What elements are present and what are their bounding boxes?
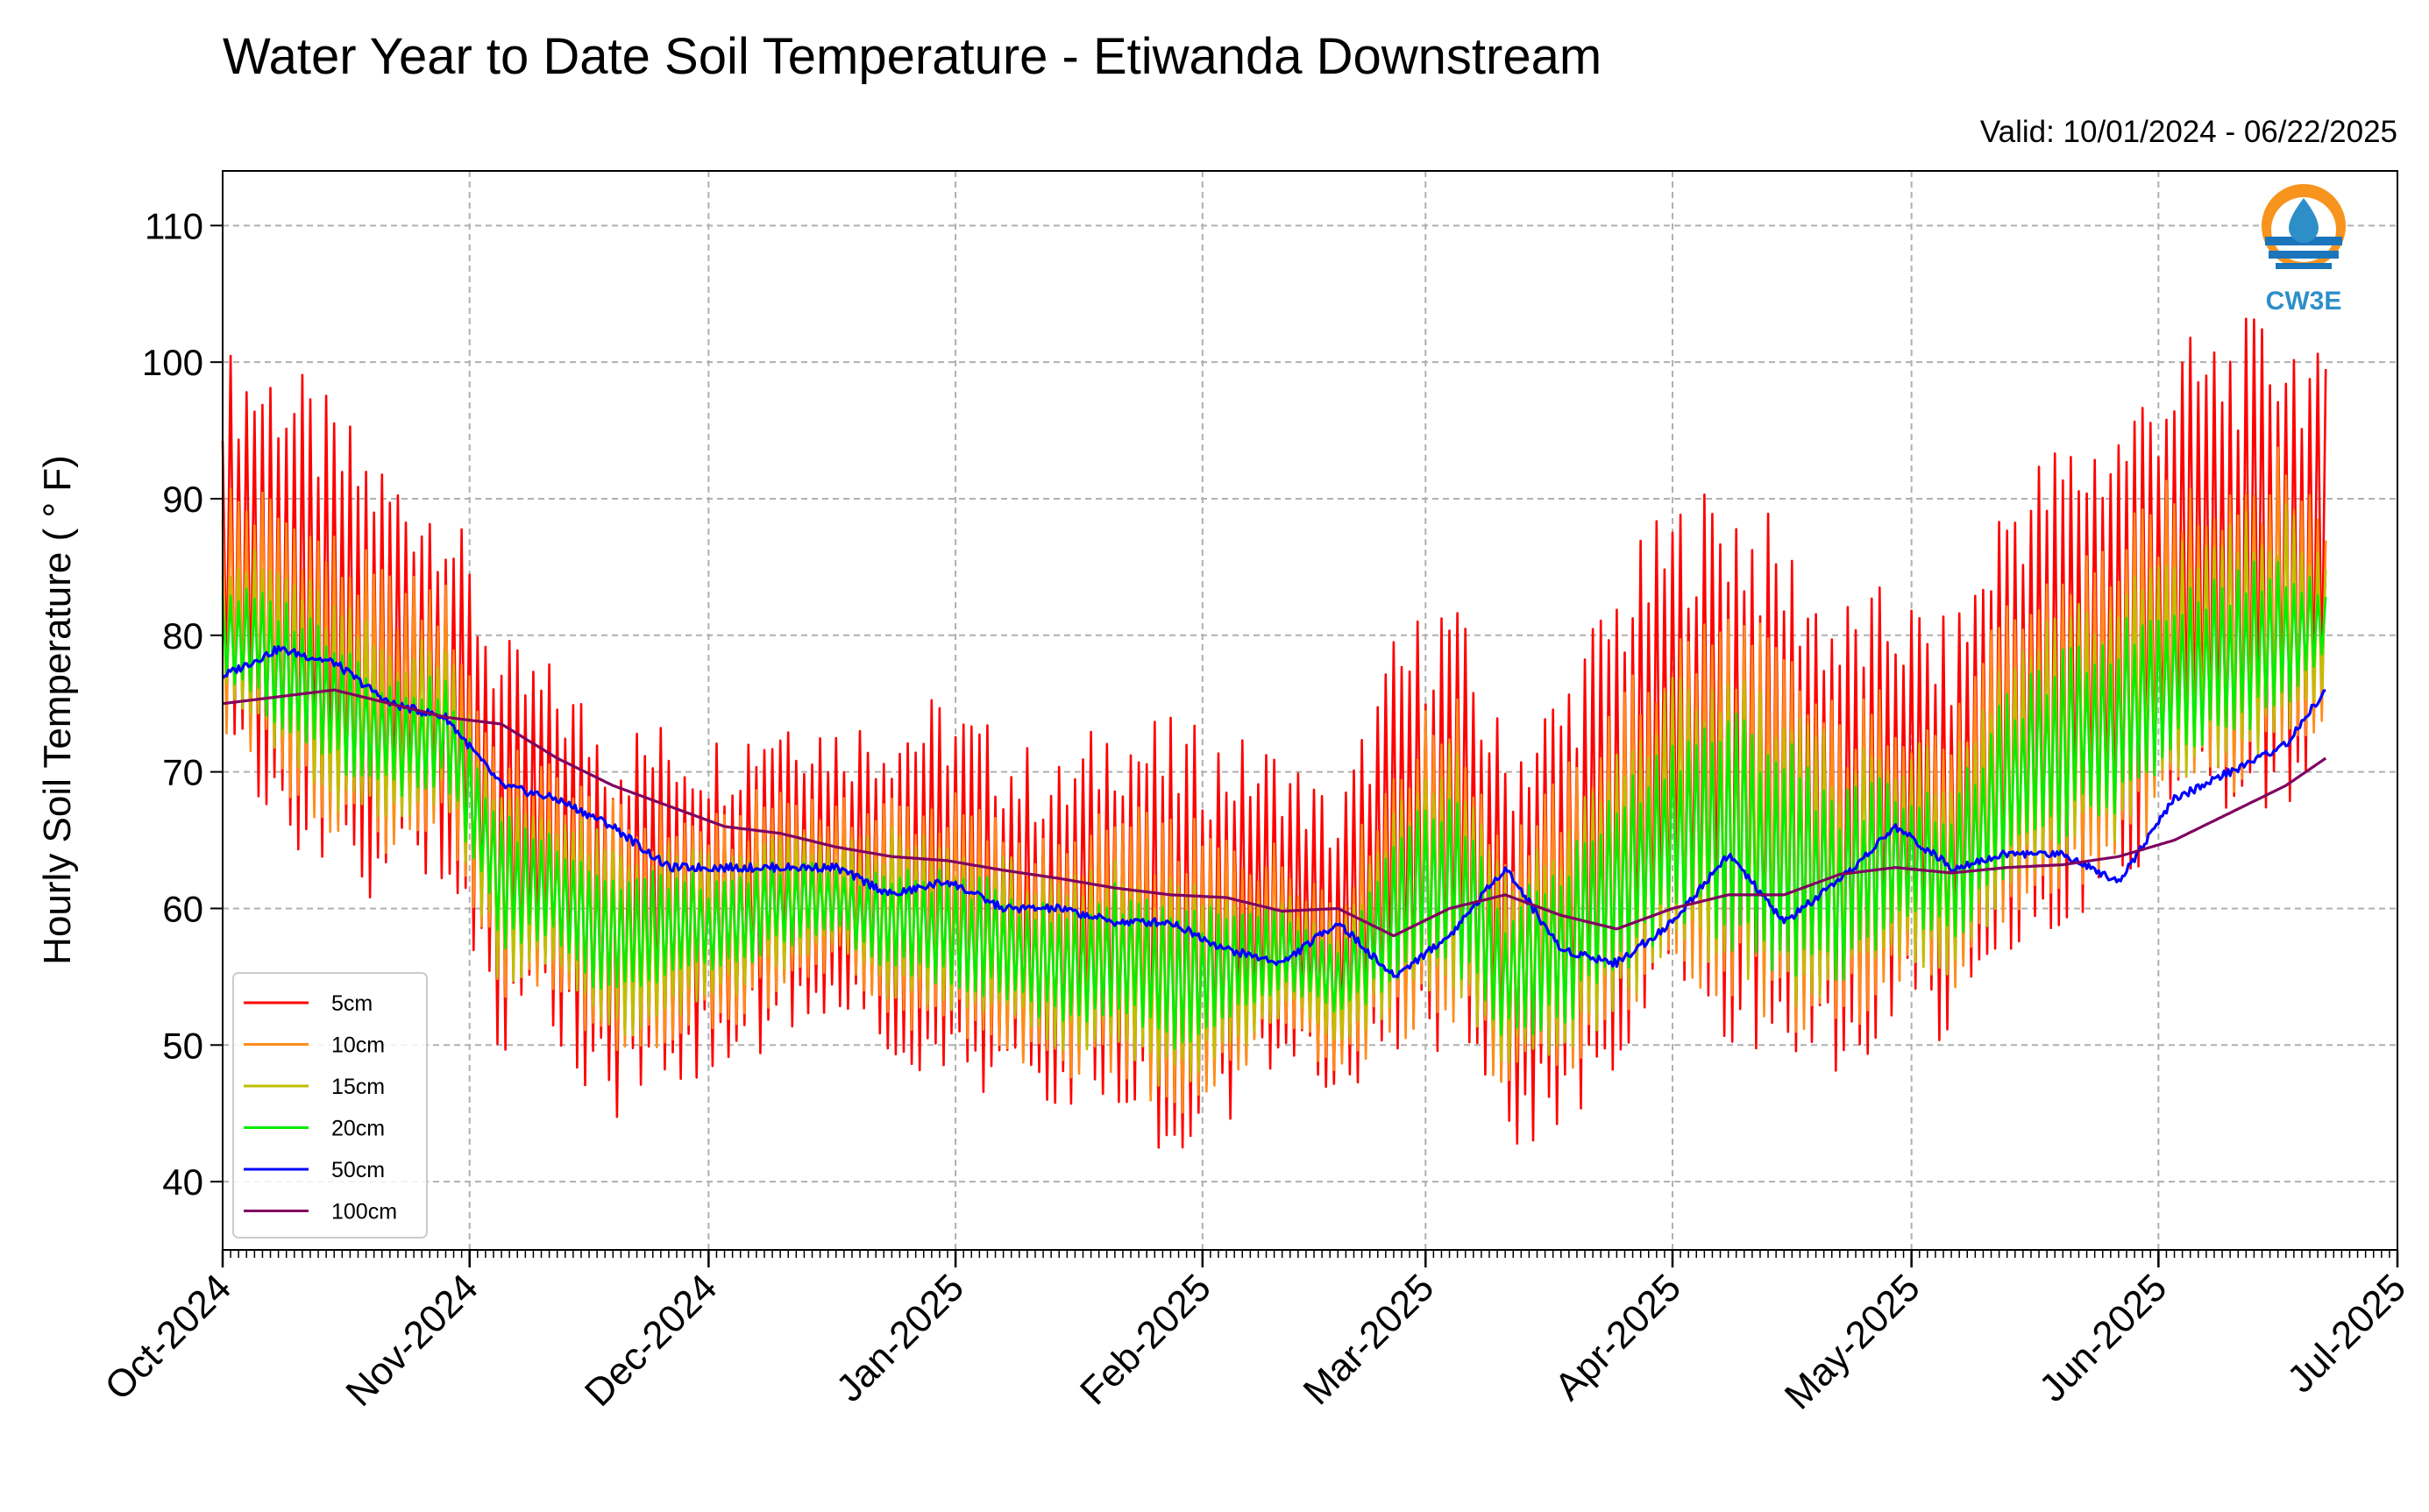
x-tick-label: Feb-2025 [1072, 1266, 1219, 1413]
y-axis-label: Hourly Soil Temperature ( ° F) [36, 455, 79, 965]
y-tick-label: 60 [162, 888, 203, 929]
legend-box [232, 972, 428, 1239]
plot-frame [222, 170, 2398, 1251]
y-tick-label: 50 [162, 1025, 203, 1066]
series-line-5cm [221, 317, 2327, 1149]
y-tick-label: 80 [162, 615, 203, 657]
y-tick-label: 110 [145, 205, 203, 246]
legend-label-10cm: 10cm [331, 1033, 385, 1058]
series-layer [221, 317, 2327, 1149]
legend-label-100cm: 100cm [331, 1200, 397, 1225]
y-tick-label: 40 [162, 1161, 203, 1203]
legend-label-50cm: 50cm [331, 1158, 385, 1182]
y-axis: 40 50 60 70 80 90 100 110 [142, 205, 223, 1203]
drop-icon [2289, 198, 2319, 243]
legend-label-15cm: 15cm [331, 1075, 385, 1099]
x-tick-label: Oct-2024 [96, 1266, 239, 1409]
x-tick-label: Nov-2024 [337, 1266, 487, 1415]
legend: 5cm 10cm 15cm 20cm 50cm 100cm [232, 972, 428, 1239]
x-tick-label: Jul-2025 [2279, 1266, 2414, 1401]
x-tick-label: Dec-2024 [577, 1266, 726, 1415]
series-line-10cm [221, 446, 2327, 1114]
logo-waves [2265, 237, 2342, 269]
chart-subtitle: Valid: 10/01/2024 - 06/22/2025 [1980, 115, 2397, 149]
x-tick-label: May-2025 [1777, 1266, 1928, 1417]
x-tick-label: Mar-2025 [1296, 1266, 1443, 1413]
cw3e-logo: CW3E [2262, 184, 2346, 316]
series-line-50cm [221, 644, 2326, 978]
y-tick-label: 70 [162, 752, 203, 793]
chart-title: Water Year to Date Soil Temperature - Et… [223, 28, 1602, 85]
x-tick-label: Jan-2025 [828, 1266, 972, 1409]
legend-label-5cm: 5cm [331, 991, 373, 1016]
y-tick-label: 100 [142, 342, 203, 383]
x-axis: Oct-2024 Nov-2024 Dec-2024 Jan-2025 Feb-2025… [96, 1250, 2414, 1417]
x-tick-label: Apr-2025 [1546, 1266, 1689, 1409]
series-line-20cm [221, 560, 2327, 1050]
x-tick-label: Jun-2025 [2031, 1266, 2175, 1409]
series-line-100cm [222, 688, 2327, 938]
legend-label-20cm: 20cm [331, 1117, 385, 1141]
y-tick-label: 90 [162, 479, 203, 520]
logo-text: CW3E [2266, 287, 2342, 316]
